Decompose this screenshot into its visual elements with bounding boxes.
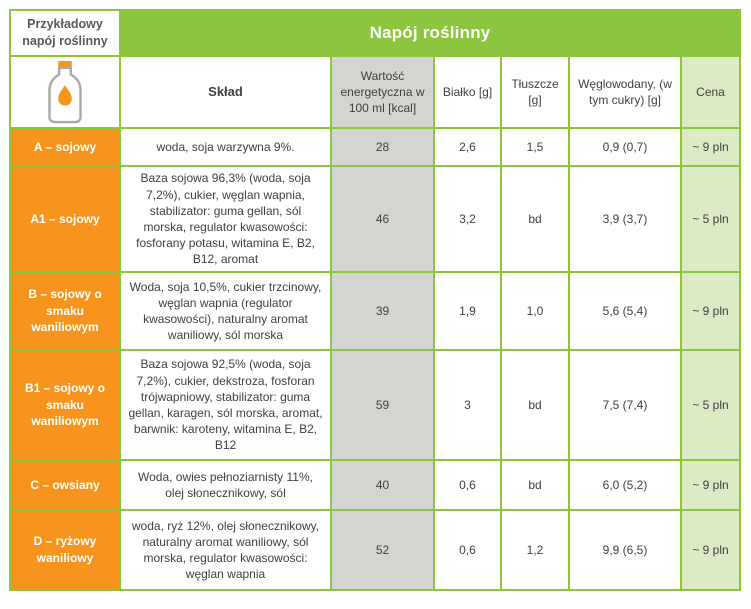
ingredients-cell: Baza sojowa 96,3% (woda, soja 7,2%), cuk… bbox=[121, 167, 330, 271]
header-ingredients: Skład bbox=[121, 57, 330, 127]
fat-cell: bd bbox=[502, 461, 568, 509]
price-cell: ~ 9 pln bbox=[682, 511, 739, 589]
protein-cell: 0,6 bbox=[435, 461, 500, 509]
protein-cell: 1,9 bbox=[435, 273, 500, 349]
row-label: C – owsiany bbox=[11, 461, 119, 509]
row-label: D – ryżowy waniliowy bbox=[11, 511, 119, 589]
energy-cell: 28 bbox=[332, 129, 433, 165]
row-label: B – sojowy o smaku waniliowym bbox=[11, 273, 119, 349]
header-carbs: Węglowodany, (w tym cukry) [g] bbox=[570, 57, 680, 127]
price-cell: ~ 9 pln bbox=[682, 129, 739, 165]
fat-cell: 1,2 bbox=[502, 511, 568, 589]
header-price: Cena bbox=[682, 57, 739, 127]
price-cell: ~ 5 pln bbox=[682, 351, 739, 459]
carbs-cell: 5,6 (5,4) bbox=[570, 273, 680, 349]
carbs-cell: 0,9 (0,7) bbox=[570, 129, 680, 165]
ingredients-cell: woda, ryż 12%, olej słonecznikowy, natur… bbox=[121, 511, 330, 589]
bottle-icon-cell bbox=[11, 57, 119, 127]
header-fat: Tłuszcze [g] bbox=[502, 57, 568, 127]
fat-cell: 1,5 bbox=[502, 129, 568, 165]
carbs-cell: 7,5 (7,4) bbox=[570, 351, 680, 459]
price-cell: ~ 5 pln bbox=[682, 167, 739, 271]
energy-cell: 40 bbox=[332, 461, 433, 509]
carbs-cell: 9,9 (6,5) bbox=[570, 511, 680, 589]
price-cell: ~ 9 pln bbox=[682, 273, 739, 349]
header-energy: Wartość energetyczna w 100 ml [kcal] bbox=[332, 57, 433, 127]
energy-cell: 46 bbox=[332, 167, 433, 271]
energy-cell: 59 bbox=[332, 351, 433, 459]
fat-cell: bd bbox=[502, 167, 568, 271]
energy-cell: 52 bbox=[332, 511, 433, 589]
protein-cell: 3,2 bbox=[435, 167, 500, 271]
price-cell: ~ 9 pln bbox=[682, 461, 739, 509]
protein-cell: 2,6 bbox=[435, 129, 500, 165]
carbs-cell: 6,0 (5,2) bbox=[570, 461, 680, 509]
protein-cell: 3 bbox=[435, 351, 500, 459]
table-title: Napój roślinny bbox=[121, 11, 739, 55]
bottle-icon bbox=[48, 60, 82, 124]
carbs-cell: 3,9 (3,7) bbox=[570, 167, 680, 271]
row-label: A1 – sojowy bbox=[11, 167, 119, 271]
fat-cell: bd bbox=[502, 351, 568, 459]
ingredients-cell: woda, soja warzywna 9%. bbox=[121, 129, 330, 165]
row-label: A – sojowy bbox=[11, 129, 119, 165]
ingredients-cell: Woda, owies pełnoziarnisty 11%, olej sło… bbox=[121, 461, 330, 509]
ingredients-cell: Woda, soja 10,5%, cukier trzcinowy, węgl… bbox=[121, 273, 330, 349]
row-label: B1 – sojowy o smaku waniliowym bbox=[11, 351, 119, 459]
corner-label: Przykładowy napój roślinny bbox=[11, 11, 119, 55]
ingredients-cell: Baza sojowa 92,5% (woda, soja 7,2%), cuk… bbox=[121, 351, 330, 459]
fat-cell: 1,0 bbox=[502, 273, 568, 349]
protein-cell: 0,6 bbox=[435, 511, 500, 589]
energy-cell: 39 bbox=[332, 273, 433, 349]
header-protein: Białko [g] bbox=[435, 57, 500, 127]
plant-drink-comparison-table: Przykładowy napój roślinny Napój roślinn… bbox=[9, 9, 741, 591]
